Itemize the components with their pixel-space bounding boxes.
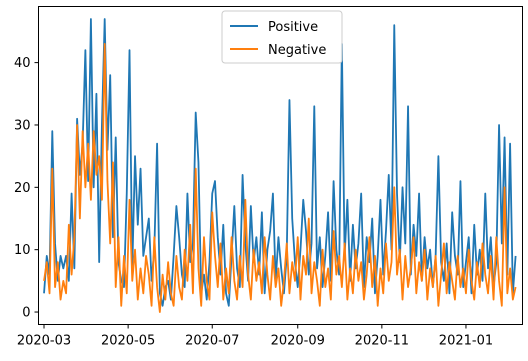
legend-label-negative: Negative [268, 43, 326, 58]
x-tick-label: 2020-11 [355, 334, 409, 349]
y-tick-label: 20 [14, 181, 31, 196]
legend-label-positive: Positive [268, 20, 318, 35]
plot-frame [38, 6, 523, 325]
series-line-negative [43, 43, 517, 313]
legend: Positive Negative [221, 10, 343, 64]
x-tick-label: 2021-01 [439, 334, 493, 349]
series-layer [43, 18, 517, 313]
y-tick-label: 30 [14, 118, 31, 133]
x-tick-label: 2020-07 [185, 334, 239, 349]
y-axis: 0 10 20 30 40 [14, 56, 39, 321]
x-tick-label: 2020-09 [271, 334, 325, 349]
x-tick-label: 2020-05 [101, 334, 155, 349]
y-tick-label: 10 [14, 243, 31, 258]
y-tick-label: 40 [14, 56, 31, 71]
x-tick-label: 2020-03 [17, 334, 71, 349]
x-axis: 2020-03 2020-05 2020-07 2020-09 2020-11 2021-… [17, 324, 493, 349]
y-tick-label: 0 [22, 306, 30, 321]
